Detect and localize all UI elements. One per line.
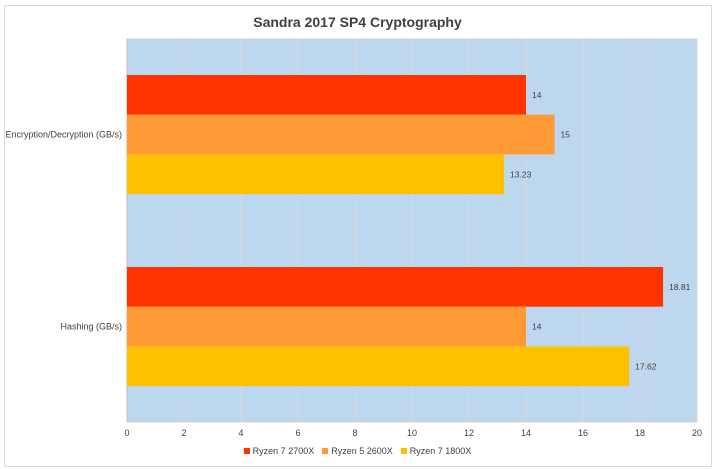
data-label: 13.23	[510, 169, 532, 179]
x-tick-label: 10	[407, 428, 417, 438]
bar	[127, 346, 630, 387]
legend-swatch	[322, 448, 329, 454]
x-tick-label: 18	[635, 428, 645, 438]
data-label: 17.62	[635, 361, 657, 371]
legend-item: Ryzen 7 1800X	[400, 446, 472, 456]
legend-swatch	[243, 448, 250, 454]
x-tick-label: 4	[238, 428, 243, 438]
bar	[127, 75, 526, 115]
legend-item: Ryzen 5 2600X	[322, 446, 393, 456]
bar	[127, 114, 555, 155]
bar	[127, 154, 505, 195]
chart-title: Sandra 2017 SP4 Cryptography	[253, 14, 462, 30]
data-label: 15	[561, 130, 571, 140]
x-tick-label: 14	[521, 428, 531, 438]
x-tick-label: 8	[352, 428, 357, 438]
x-tick-label: 16	[578, 428, 588, 438]
x-tick-label: 6	[295, 428, 300, 438]
legend: Ryzen 7 2700X Ryzen 5 2600X Ryzen 7 1800X	[0, 446, 715, 456]
legend-label: Ryzen 7 1800X	[409, 446, 472, 456]
x-tick-label: 12	[464, 428, 474, 438]
bar	[127, 267, 664, 307]
category-label: Hashing (GB/s)	[60, 322, 122, 332]
x-tick-label: 0	[124, 428, 129, 438]
category-label: Encryption/Decryption (GB/s)	[5, 130, 122, 140]
bar	[127, 306, 526, 347]
data-label: 18.81	[669, 282, 691, 292]
x-tick-label: 20	[692, 428, 702, 438]
legend-label: Ryzen 7 2700X	[252, 446, 315, 456]
data-label: 14	[532, 322, 542, 332]
data-label: 14	[532, 90, 542, 100]
legend-swatch	[400, 448, 407, 454]
x-tick-label: 2	[181, 428, 186, 438]
legend-item: Ryzen 7 2700X	[243, 446, 315, 456]
legend-label: Ryzen 5 2600X	[331, 446, 393, 456]
